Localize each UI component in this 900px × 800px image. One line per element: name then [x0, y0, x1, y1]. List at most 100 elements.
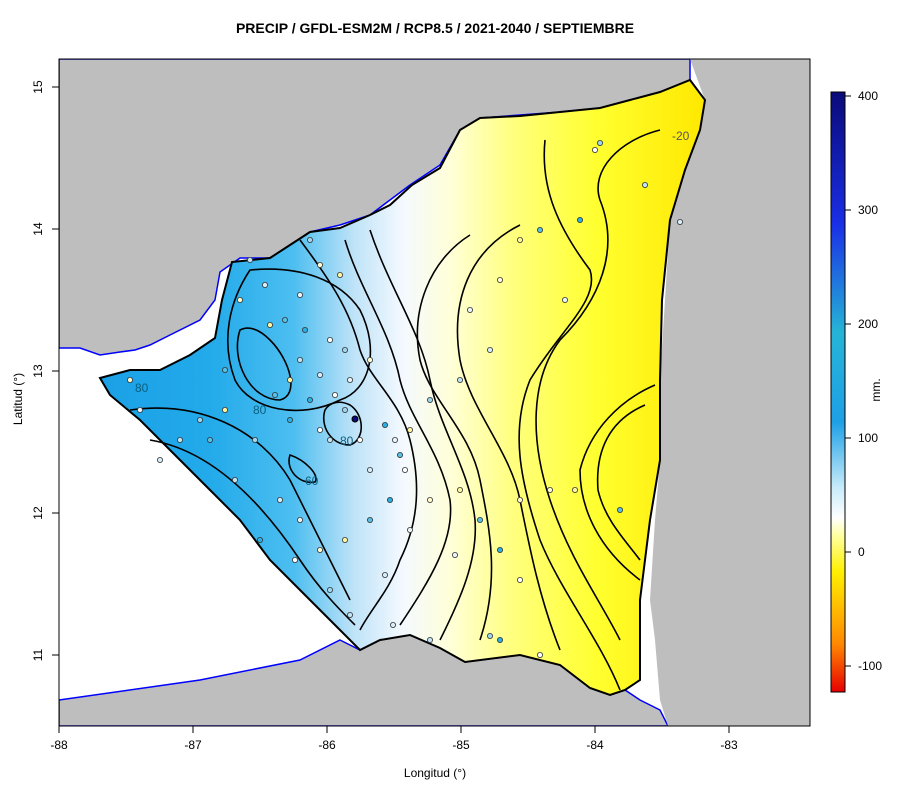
- station-marker: [326, 587, 333, 594]
- station-marker: [677, 218, 684, 225]
- x-axis: -88 -87 -86 -85 -84 -83: [50, 726, 738, 752]
- x-tick-label: -88: [50, 738, 68, 752]
- station-marker: [366, 466, 373, 473]
- station-marker: [316, 547, 323, 554]
- legend-tick-label: 0: [858, 545, 865, 559]
- legend-tick-label: 300: [858, 203, 878, 217]
- station-marker: [386, 496, 393, 503]
- station-marker: [246, 256, 253, 263]
- station-marker: [391, 436, 398, 443]
- station-points: [127, 139, 684, 659]
- contour-line: [518, 139, 621, 691]
- x-tick-label: -84: [586, 738, 604, 752]
- legend-tick-label: 100: [858, 431, 878, 445]
- station-marker: [296, 291, 303, 298]
- station-marker: [486, 633, 493, 640]
- contour-label: 60: [305, 474, 319, 488]
- station-marker: [406, 527, 413, 534]
- contour-label: -20: [672, 129, 690, 143]
- station-marker: [426, 637, 433, 644]
- station-marker: [306, 236, 313, 243]
- contour-label: 80: [135, 381, 149, 395]
- station-marker: [331, 391, 338, 398]
- station-marker: [456, 486, 463, 493]
- station-marker: [346, 376, 353, 383]
- x-axis-label: Longitud (°): [403, 766, 467, 780]
- station-marker: [466, 306, 473, 313]
- station-marker: [221, 366, 228, 373]
- station-marker: [456, 376, 463, 383]
- contour-line: [369, 229, 477, 641]
- contour-label: 80: [253, 403, 267, 417]
- station-marker: [642, 181, 649, 188]
- station-marker: [381, 421, 388, 428]
- outer-land-east: [650, 59, 810, 726]
- y-tick-label: 12: [31, 506, 45, 520]
- y-tick-label: 11: [31, 648, 45, 661]
- x-tick-label: -83: [720, 738, 738, 752]
- contour-line: [129, 407, 351, 601]
- plot-area: 80 80 80 60 -20: [59, 59, 810, 726]
- station-marker: [261, 281, 268, 288]
- station-marker: [271, 391, 278, 398]
- legend-colorbar: 400 300 200 100 0 -100: [830, 89, 882, 693]
- station-marker: [366, 517, 373, 524]
- contour-line: [236, 327, 292, 401]
- legend-tick-label: 200: [858, 317, 878, 331]
- station-marker: [306, 396, 313, 403]
- contour-line: [149, 439, 356, 626]
- station-marker: [366, 356, 373, 363]
- station-marker: [136, 406, 143, 413]
- station-marker: [316, 371, 323, 378]
- station-marker: [156, 456, 163, 463]
- station-marker: [486, 346, 493, 353]
- station-marker: [176, 436, 183, 443]
- station-marker: [326, 336, 333, 343]
- station-marker: [597, 139, 604, 146]
- contour-line: [323, 401, 363, 446]
- station-marker: [291, 557, 298, 564]
- station-marker: [286, 416, 293, 423]
- x-tick-label: -87: [184, 738, 202, 752]
- station-marker: [281, 316, 288, 323]
- station-marker: [537, 226, 544, 233]
- contour-line: [535, 129, 661, 641]
- station-marker: [286, 376, 293, 383]
- station-marker: [341, 537, 348, 544]
- y-tick-label: 13: [31, 364, 45, 378]
- contour-line: [288, 453, 317, 484]
- station-marker: [341, 346, 348, 353]
- contour-line: [227, 268, 372, 412]
- y-axis: 11 12 13 14 15: [31, 80, 59, 661]
- legend-tick-label: -100: [858, 659, 882, 673]
- contour-line: [344, 239, 452, 626]
- station-marker: [251, 436, 258, 443]
- station-marker: [537, 652, 544, 659]
- x-tick-label: -85: [452, 738, 470, 752]
- station-marker: [617, 506, 624, 513]
- station-marker: [296, 356, 303, 363]
- station-marker: [476, 517, 483, 524]
- map-title: PRECIP / GFDL-ESM2M / RCP8.5 / 2021-2040…: [235, 20, 635, 36]
- station-marker: [517, 496, 524, 503]
- station-marker: [221, 406, 228, 413]
- legend-unit-label: mm.: [869, 378, 883, 402]
- station-marker: [127, 376, 134, 383]
- station-marker: [562, 296, 569, 303]
- station-marker: [426, 396, 433, 403]
- station-marker: [572, 486, 579, 493]
- station-marker: [256, 537, 263, 544]
- station-marker: [517, 577, 524, 584]
- contour-line: [456, 224, 561, 651]
- legend-tick-label: 400: [858, 89, 878, 103]
- contour-line: [416, 234, 493, 641]
- contour-lines: [129, 129, 661, 691]
- plot-frame: [58, 58, 811, 727]
- station-marker: [316, 261, 323, 268]
- contour-label: 80: [340, 434, 354, 448]
- station-marker: [396, 451, 403, 458]
- station-marker: [206, 436, 213, 443]
- station-marker: [231, 476, 238, 483]
- station-marker: [266, 321, 273, 328]
- station-marker-max: [351, 415, 359, 423]
